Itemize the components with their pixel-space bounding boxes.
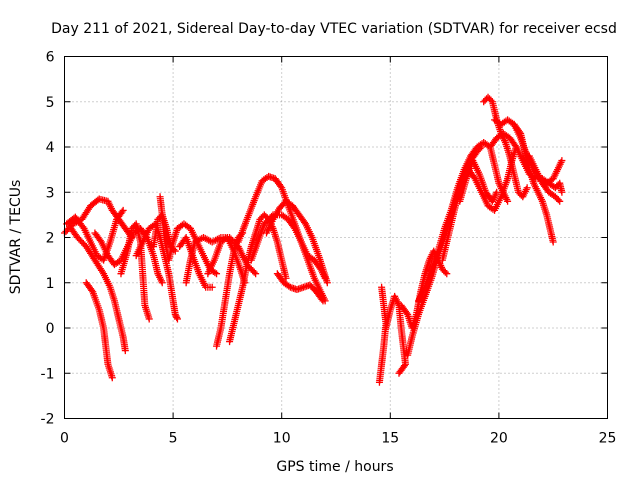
y-tick-label: 0 (46, 321, 55, 337)
x-tick-label: 10 (273, 431, 291, 447)
y-tick-labels: -2 -1 0 1 2 3 4 5 6 (41, 50, 55, 428)
data-point (504, 197, 512, 205)
data-point (121, 347, 129, 355)
data-point (118, 208, 126, 216)
data-point (79, 223, 87, 231)
y-axis-label: SDTVAR / TECUs (8, 180, 24, 295)
data-point (252, 270, 260, 278)
x-axis-label: GPS time / hours (276, 459, 393, 475)
data-point (171, 247, 179, 255)
data-point (173, 315, 181, 323)
data-point (443, 270, 451, 278)
y-tick-label: 6 (46, 50, 55, 66)
data-point (213, 270, 221, 278)
data-point (556, 197, 564, 205)
data-point (211, 269, 219, 277)
x-tick-label: 25 (599, 431, 617, 447)
x-tick-label: 20 (490, 431, 508, 447)
data-point (250, 268, 258, 276)
data-point (171, 310, 179, 318)
data-point (319, 297, 327, 305)
data-point (396, 368, 404, 376)
data-point (145, 315, 153, 323)
y-tick-label: -1 (41, 366, 55, 382)
data-point (487, 96, 495, 104)
data-point (549, 238, 557, 246)
data-point (523, 184, 531, 192)
data-point (323, 279, 331, 287)
data-point (173, 313, 181, 321)
data-point (88, 286, 96, 294)
data-point (395, 369, 403, 377)
y-tick-label: 2 (46, 231, 55, 247)
x-tick-labels: 0 5 10 15 20 25 (60, 431, 616, 447)
data-point (441, 268, 449, 276)
data-point (277, 182, 285, 190)
y-tick-label: 3 (46, 185, 55, 201)
y-tick-label: 5 (46, 95, 55, 111)
x-tick-label: 5 (169, 431, 178, 447)
plot-frame (64, 56, 608, 419)
y-tick-label: 1 (46, 276, 55, 292)
data-point (158, 279, 166, 287)
data-point (119, 206, 127, 214)
data-point (318, 295, 326, 303)
y-tick-label: 4 (46, 140, 55, 156)
data-point (558, 157, 566, 165)
data-point (493, 188, 501, 196)
x-tick-label: 15 (381, 431, 399, 447)
data-point (108, 374, 116, 382)
data-point (208, 283, 216, 291)
chart-title: Day 211 of 2021, Sidereal Day-to-day VTE… (51, 21, 617, 37)
data-point (375, 378, 383, 386)
data-points (61, 93, 566, 386)
data-point (241, 279, 249, 287)
data-point (172, 312, 180, 320)
data-point (558, 188, 566, 196)
y-tick-label: -2 (41, 412, 55, 428)
x-tick-label: 0 (60, 431, 69, 447)
data-point (554, 196, 562, 204)
